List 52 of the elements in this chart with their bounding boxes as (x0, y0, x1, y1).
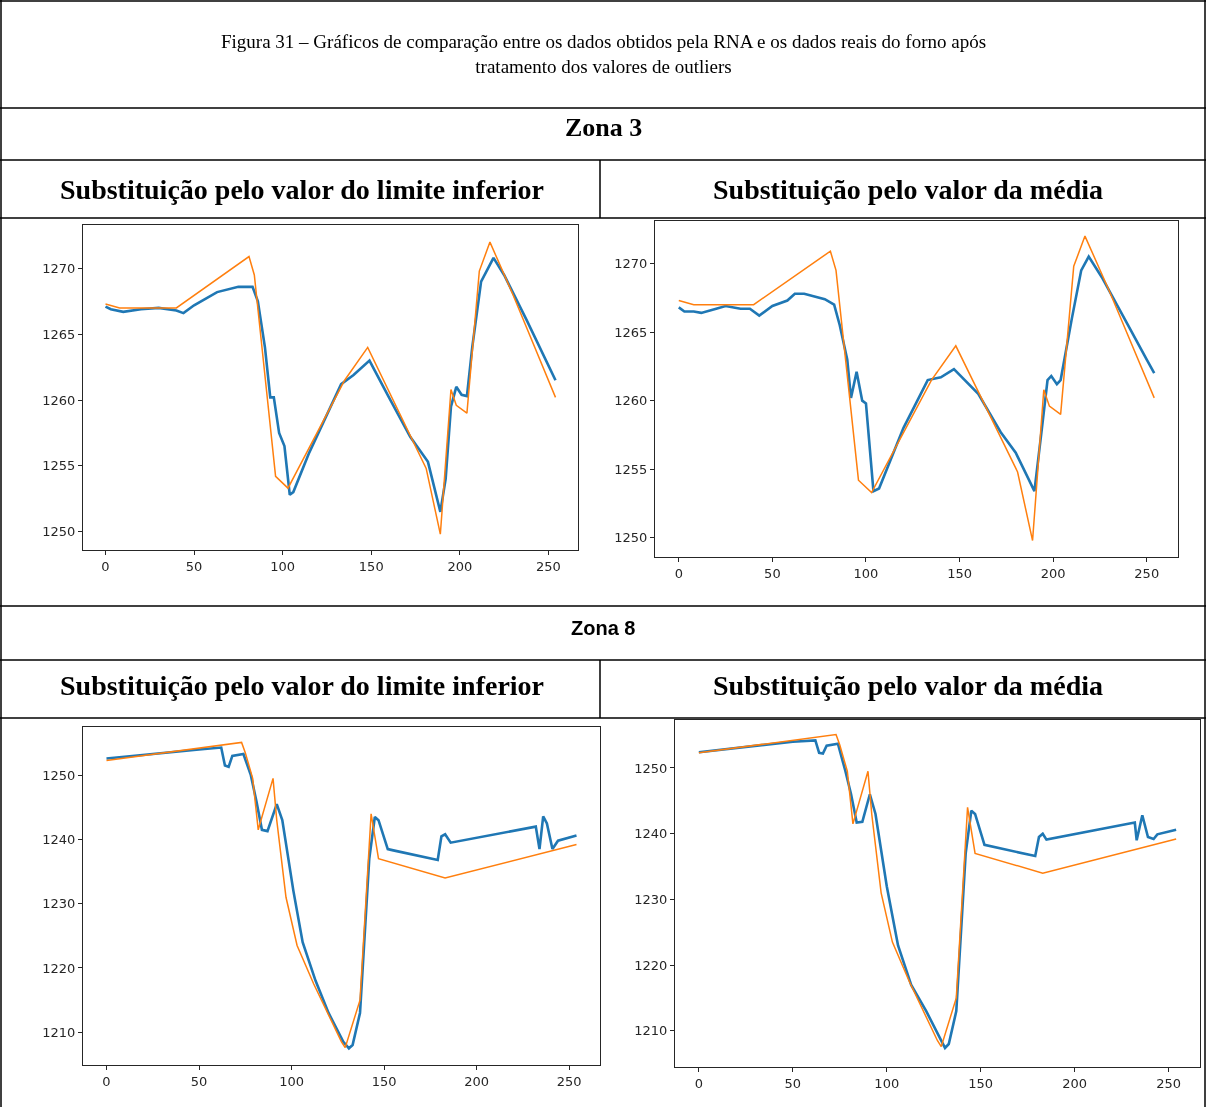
x-tick-label: 100 (853, 565, 879, 581)
y-tick-label: 1250 (42, 767, 76, 783)
x-tick-label: 250 (1134, 565, 1160, 581)
y-tick-label: 1220 (42, 960, 76, 976)
y-tick-label: 1260 (42, 392, 76, 408)
y-tick-label: 1250 (634, 760, 668, 776)
y-tick-label: 1230 (634, 891, 668, 907)
x-tick-label: 200 (447, 558, 473, 574)
x-tick-label: 50 (190, 1073, 208, 1089)
y-tick-label: 1260 (614, 393, 648, 409)
y-tick-label: 1270 (614, 256, 648, 272)
line-series (678, 235, 1155, 542)
x-tick-label: 200 (464, 1073, 489, 1089)
chart-title: Substituição pelo valor do limite inferior (60, 174, 545, 205)
x-tick-label: 100 (279, 1073, 304, 1089)
text: Zona 3 (565, 113, 643, 142)
y-tick-label: 1210 (42, 1024, 76, 1040)
x-tick-label: 50 (764, 565, 781, 581)
x-tick-label: 0 (674, 565, 683, 581)
y-tick-label: 1270 (42, 260, 76, 276)
y-tick-label: 1250 (614, 530, 648, 546)
y-tick-label: 1230 (42, 896, 76, 912)
x-tick-label: 50 (185, 558, 203, 574)
y-tick-label: 1220 (634, 957, 668, 973)
x-tick-label: 250 (1156, 1075, 1182, 1091)
y-tick-label: 1250 (42, 524, 76, 540)
y-tick-label: 1240 (634, 826, 668, 842)
chart-title: Substituição pelo valor da média (713, 174, 1103, 205)
x-tick-label: 100 (874, 1075, 900, 1091)
y-tick-label: 1265 (614, 324, 648, 340)
x-tick-label: 150 (968, 1075, 994, 1091)
x-tick-label: 150 (371, 1073, 397, 1089)
y-tick-label: 1255 (42, 458, 76, 474)
x-tick-label: 250 (536, 558, 561, 574)
x-tick-label: 100 (270, 558, 296, 574)
x-tick-label: 150 (947, 565, 972, 581)
y-tick-label: 1255 (614, 461, 648, 477)
x-tick-label: 0 (102, 1073, 111, 1089)
y-tick-label: 1240 (42, 832, 76, 847)
x-tick-label: 200 (1040, 565, 1066, 581)
chart-title: Substituição pelo valor da média (713, 670, 1103, 701)
x-tick-label: 0 (101, 558, 110, 574)
text: Figura 31 – Gráficos de comparação entre os dados obtidos pela RNA e os dados reais do forno após tratamento dos valores de outliers (221, 31, 987, 77)
x-tick-label: 0 (694, 1075, 703, 1091)
x-tick-label: 50 (784, 1075, 802, 1091)
chart-title: Substituição pelo valor do limite inferior (60, 670, 545, 701)
y-tick-label: 1210 (634, 1023, 668, 1039)
text: Zona 8 (571, 617, 636, 639)
x-tick-label: 200 (1062, 1075, 1088, 1091)
y-tick-label: 1265 (42, 326, 76, 342)
x-tick-label: 150 (358, 558, 384, 574)
x-tick-label: 250 (556, 1073, 582, 1089)
